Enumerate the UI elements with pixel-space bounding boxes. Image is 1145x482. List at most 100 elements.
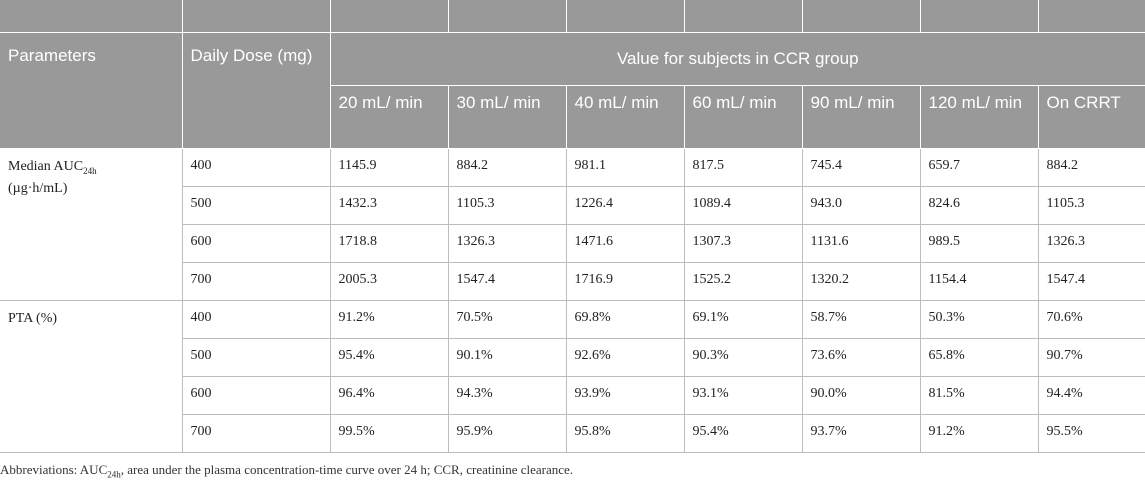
value-cell: 824.6 — [920, 186, 1039, 225]
value-cell: 92.6% — [566, 338, 685, 377]
header-on-crrt: On CRRT — [1038, 85, 1145, 149]
dose-cell: 700 — [182, 414, 331, 453]
dose-cell: 700 — [182, 262, 331, 301]
value-cell: 93.7% — [802, 414, 921, 453]
header-ccr-group-title: Value for subjects in CCR group — [330, 32, 1145, 86]
header-spacer-cell — [0, 0, 183, 33]
value-cell: 1716.9 — [566, 262, 685, 301]
data-table: Parameters Daily Dose (mg) Value for sub… — [0, 0, 1145, 453]
value-cell: 50.3% — [920, 300, 1039, 339]
value-cell: 745.4 — [802, 148, 921, 187]
table-row: PTA (%) 400 91.2% 70.5% 69.8% 69.1% 58.7% 50.3%… — [0, 300, 1145, 453]
footnote-text: , area under the plasma concentration-ti… — [120, 462, 574, 477]
header-ccr-60: 60 mL/ min — [684, 85, 803, 149]
value-cell: 1432.3 — [330, 186, 449, 225]
dose-cell: 400 — [182, 148, 331, 187]
value-cell: 1105.3 — [1038, 186, 1145, 225]
header-spacer-cell — [182, 0, 331, 33]
header-subgroup-row: 20 mL/ min 30 mL/ min 40 mL/ min 60 mL/ … — [0, 85, 1145, 149]
table-row: 500 1432.3 1105.3 1226.4 1089.4 943.0 824.6 110… — [0, 186, 1145, 225]
table-row: 600 96.4% 94.3% 93.9% 93.1% 90.0% 81.5% 94.4% — [0, 376, 1145, 415]
table-row: 700 2005.3 1547.4 1716.9 1525.2 1320.2 1154.4 1… — [0, 262, 1145, 301]
value-cell: 95.4% — [330, 338, 449, 377]
value-cell: 94.3% — [448, 376, 567, 415]
value-cell: 1145.9 — [330, 148, 449, 187]
value-cell: 93.9% — [566, 376, 685, 415]
value-cell: 981.1 — [566, 148, 685, 187]
header-ccr-20: 20 mL/ min — [330, 85, 449, 149]
value-cell: 1326.3 — [1038, 224, 1145, 263]
header-group-row: Parameters Daily Dose (mg) Value for sub… — [0, 32, 1145, 149]
table-row: Median AUC24h (µg·h/mL) 400 1145.9 884.2 981.… — [0, 148, 1145, 301]
value-cell: 989.5 — [920, 224, 1039, 263]
value-cell: 1089.4 — [684, 186, 803, 225]
value-cell: 99.5% — [330, 414, 449, 453]
value-cell: 91.2% — [920, 414, 1039, 453]
value-cell: 90.7% — [1038, 338, 1145, 377]
value-cell: 1307.3 — [684, 224, 803, 263]
header-spacer-cell — [566, 0, 685, 33]
parameter-name: Median AUC — [8, 159, 84, 174]
value-cell: 90.3% — [684, 338, 803, 377]
header-spacer-cell — [448, 0, 567, 33]
value-cell: 1718.8 — [330, 224, 449, 263]
value-cell: 91.2% — [330, 300, 449, 339]
value-cell: 90.0% — [802, 376, 921, 415]
value-cell: 69.1% — [684, 300, 803, 339]
value-cell: 95.9% — [448, 414, 567, 453]
table-row: 600 1718.8 1326.3 1471.6 1307.3 1131.6 989.5 13… — [0, 224, 1145, 263]
value-cell: 1105.3 — [448, 186, 567, 225]
parameter-label: PTA (%) — [0, 300, 183, 453]
value-cell: 1326.3 — [448, 224, 567, 263]
table-body: Median AUC24h (µg·h/mL) 400 1145.9 884.2 981.… — [0, 148, 1145, 453]
header-spacer-cell — [920, 0, 1039, 33]
value-cell: 95.8% — [566, 414, 685, 453]
dose-cell: 500 — [182, 186, 331, 225]
value-cell: 659.7 — [920, 148, 1039, 187]
value-cell: 2005.3 — [330, 262, 449, 301]
value-cell: 1547.4 — [1038, 262, 1145, 301]
header-spacer-cell — [684, 0, 803, 33]
value-cell: 1226.4 — [566, 186, 685, 225]
value-cell: 884.2 — [1038, 148, 1145, 187]
table-row: 700 99.5% 95.9% 95.8% 95.4% 93.7% 91.2% 95.5% — [0, 414, 1145, 453]
value-cell: 90.1% — [448, 338, 567, 377]
parameter-name: PTA (%) — [8, 311, 58, 326]
value-cell: 1154.4 — [920, 262, 1039, 301]
value-cell: 95.4% — [684, 414, 803, 453]
header-spacer-cell — [802, 0, 921, 33]
header-spacer-cell — [330, 0, 449, 33]
header-ccr-40: 40 mL/ min — [566, 85, 685, 149]
value-cell: 1547.4 — [448, 262, 567, 301]
footnote-prefix: Abbreviations: AUC — [0, 462, 108, 477]
header-ccr-30: 30 mL/ min — [448, 85, 567, 149]
value-cell: 94.4% — [1038, 376, 1145, 415]
value-cell: 81.5% — [920, 376, 1039, 415]
value-cell: 884.2 — [448, 148, 567, 187]
table-row: 500 95.4% 90.1% 92.6% 90.3% 73.6% 65.8% 90.7% — [0, 338, 1145, 377]
value-cell: 1320.2 — [802, 262, 921, 301]
value-cell: 93.1% — [684, 376, 803, 415]
value-cell: 73.6% — [802, 338, 921, 377]
parameter-subscript: 24h — [83, 165, 97, 176]
value-cell: 1131.6 — [802, 224, 921, 263]
dose-cell: 600 — [182, 376, 331, 415]
parameter-unit: (µg·h/mL) — [8, 180, 68, 196]
header-daily-dose: Daily Dose (mg) — [182, 32, 331, 149]
value-cell: 69.8% — [566, 300, 685, 339]
value-cell: 70.6% — [1038, 300, 1145, 339]
value-cell: 70.5% — [448, 300, 567, 339]
header-spacer-row — [0, 0, 1145, 33]
footnote: Abbreviations: AUC24h, area under the pl… — [0, 462, 573, 480]
dose-cell: 500 — [182, 338, 331, 377]
dose-cell: 600 — [182, 224, 331, 263]
table-header: Parameters Daily Dose (mg) Value for sub… — [0, 0, 1145, 149]
value-cell: 95.5% — [1038, 414, 1145, 453]
value-cell: 1525.2 — [684, 262, 803, 301]
header-spacer-cell — [1038, 0, 1145, 33]
dose-cell: 400 — [182, 300, 331, 339]
value-cell: 65.8% — [920, 338, 1039, 377]
value-cell: 1471.6 — [566, 224, 685, 263]
footnote-subscript: 24h — [107, 469, 121, 480]
value-cell: 943.0 — [802, 186, 921, 225]
